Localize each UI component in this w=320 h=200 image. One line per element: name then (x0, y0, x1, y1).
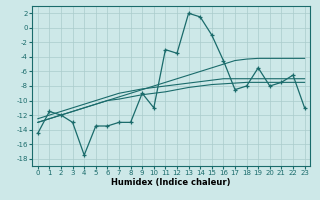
X-axis label: Humidex (Indice chaleur): Humidex (Indice chaleur) (111, 178, 231, 187)
